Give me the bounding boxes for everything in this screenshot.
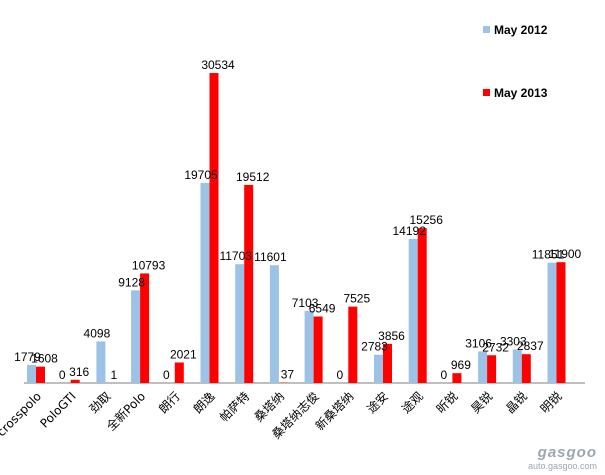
- value-label-2012-6: 11703: [219, 249, 252, 263]
- value-label-2012-0: 1779: [14, 350, 41, 364]
- value-label-2013-10: 3856: [378, 329, 405, 343]
- value-label-2013-12: 969: [451, 358, 471, 372]
- category-label-9: 新桑塔纳: [312, 389, 357, 434]
- legend-label-0: May 2012: [494, 23, 548, 37]
- bars-group: [27, 73, 566, 384]
- category-label-2: 劲取: [87, 389, 114, 416]
- bar-2013-5: [209, 73, 219, 384]
- bar-2012-11: [408, 238, 418, 383]
- value-label-2013-3: 10793: [132, 258, 166, 272]
- bar-2012-3: [131, 290, 141, 383]
- bar-2013-9: [348, 306, 358, 383]
- value-label-2012-7: 11601: [254, 250, 287, 264]
- category-label-10: 途安: [364, 389, 392, 417]
- value-label-2012-13: 3106: [465, 336, 492, 350]
- bar-2012-13: [478, 351, 488, 383]
- value-label-2013-7: 37: [281, 368, 295, 382]
- value-label-2012-3: 9128: [118, 275, 145, 289]
- bar-2012-14: [512, 349, 522, 383]
- category-label-15: 明锐: [538, 389, 565, 416]
- value-label-2013-0: 1608: [31, 352, 58, 366]
- legend-swatch-0: [483, 26, 490, 33]
- value-label-2013-2: 1: [111, 368, 118, 382]
- bar-2013-0: [36, 366, 45, 383]
- legend-label-1: May 2013: [494, 86, 548, 100]
- value-label-2012-9: 0: [336, 368, 343, 382]
- category-label-1: PoloGTI: [37, 389, 78, 430]
- value-label-2012-15: 11851: [532, 248, 565, 262]
- value-label-2013-14: 2837: [517, 339, 544, 353]
- bar-2012-15: [547, 262, 557, 383]
- category-label-0: crosspolo: [0, 389, 44, 439]
- bar-2012-6: [235, 264, 245, 383]
- bar-2013-13: [487, 355, 497, 383]
- bar-2013-6: [244, 184, 254, 383]
- value-label-2013-5: 30534: [201, 58, 235, 72]
- legend-swatch-1: [483, 89, 490, 96]
- bar-2012-0: [27, 364, 36, 383]
- category-label-14: 晶锐: [503, 389, 530, 416]
- bar-2012-7: [269, 265, 279, 383]
- category-label-4: 朗行: [156, 389, 183, 416]
- value-label-2013-11: 15256: [410, 213, 444, 227]
- watermark-url: auto.gasgoo.com: [527, 461, 597, 471]
- value-label-2013-15: 11900: [549, 247, 582, 261]
- bar-2013-15: [556, 262, 566, 383]
- category-label-5: 朗逸: [191, 389, 218, 416]
- watermark-logo: gasgoo: [537, 444, 597, 461]
- value-label-2013-13: 2732: [482, 340, 509, 354]
- category-label-11: 途观: [398, 389, 426, 417]
- legend: May 2012 May 2013: [483, 23, 548, 100]
- bar-2013-14: [521, 354, 531, 383]
- category-label-6: 帕萨特: [216, 389, 252, 425]
- value-label-2012-8: 7103: [292, 296, 319, 310]
- bar-2012-2: [96, 341, 106, 383]
- value-label-2012-14: 3303: [500, 334, 527, 348]
- bar-2013-8: [313, 316, 323, 383]
- value-label-2012-12: 0: [441, 368, 448, 382]
- bar-2013-10: [383, 343, 392, 383]
- value-label-2012-4: 0: [163, 368, 170, 382]
- bar-2013-1: [70, 379, 80, 383]
- bar-2013-4: [174, 362, 184, 383]
- category-label-12: 昕锐: [434, 389, 461, 416]
- watermark: gasgoo auto.gasgoo.com: [528, 444, 597, 471]
- bar-2013-12: [452, 373, 462, 383]
- value-label-2012-11: 14192: [393, 224, 427, 238]
- value-label-2012-1: 0: [59, 368, 66, 382]
- category-label-3: 全新Polo: [103, 389, 148, 434]
- value-label-2013-1: 316: [69, 365, 89, 379]
- bar-2013-11: [417, 228, 427, 383]
- value-label-2012-2: 4098: [84, 326, 111, 340]
- bar-2012-8: [304, 310, 314, 383]
- bar-2012-10: [374, 354, 383, 383]
- category-label-13: 昊锐: [468, 389, 495, 416]
- value-label-2013-8: 6549: [309, 302, 336, 316]
- bar-2012-5: [200, 182, 210, 383]
- value-label-2012-5: 19705: [184, 168, 218, 182]
- bar-2013-3: [140, 273, 150, 383]
- value-label-2013-9: 7525: [343, 292, 370, 306]
- value-label-2013-6: 19512: [236, 170, 270, 184]
- value-label-2012-10: 2783: [361, 340, 388, 354]
- value-label-2013-4: 2021: [170, 347, 197, 361]
